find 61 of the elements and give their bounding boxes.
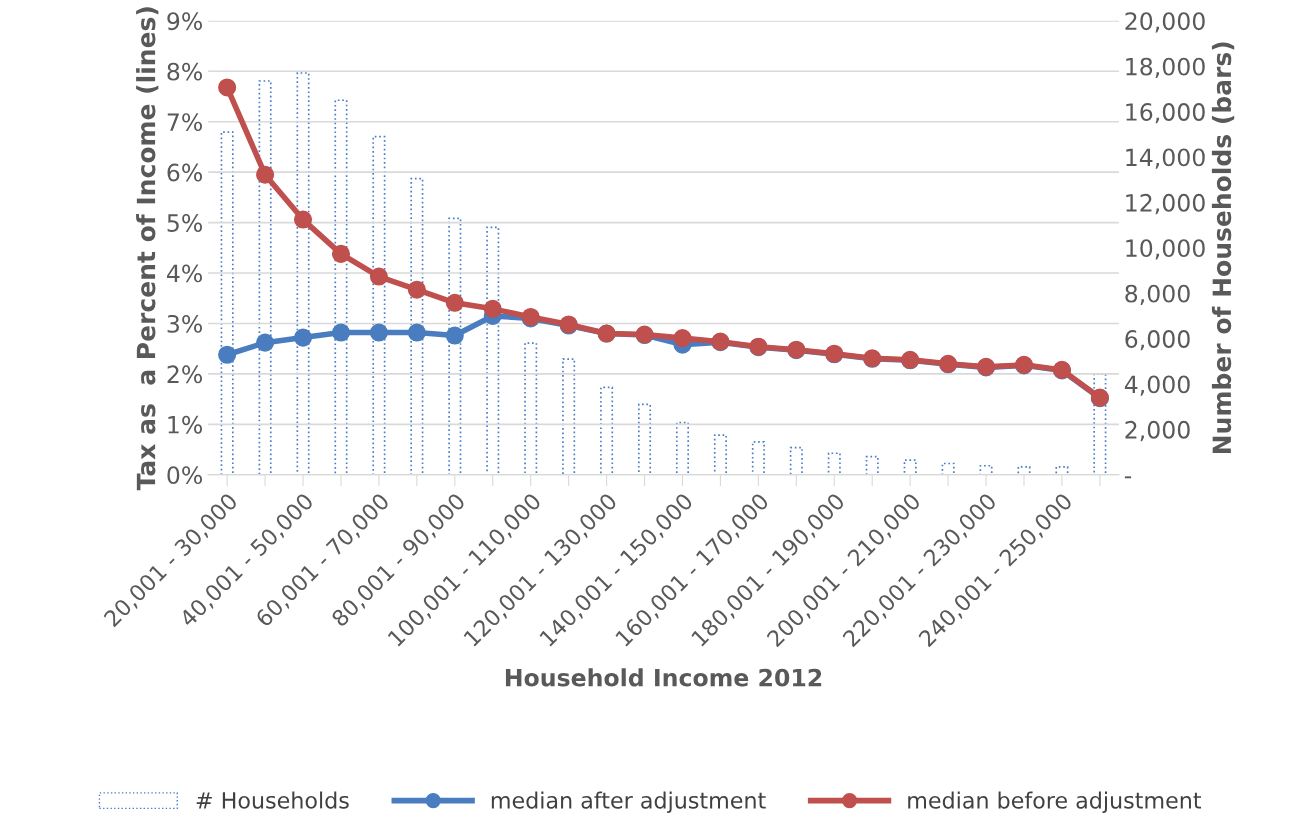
y2-tick-label: 16,000 (1126, 103, 1205, 124)
bar (865, 455, 879, 475)
y-tick-label: 3% (167, 314, 202, 333)
point (256, 165, 275, 184)
y2-tick-label: 2,000 (1125, 420, 1190, 442)
bar (827, 452, 841, 475)
y-tick-label: 4% (167, 264, 202, 283)
y-tick-label: 6% (167, 163, 202, 182)
y2-tick-label: 8,000 (1125, 284, 1190, 305)
y-axis-title: Tax as a Percent of Income (lines) (136, 7, 159, 491)
y2-tick-label: 4,000 (1124, 375, 1190, 396)
point (218, 345, 237, 364)
y-tick-label: 2% (167, 365, 202, 384)
bar (524, 342, 538, 475)
point (673, 329, 692, 348)
y2-axis-title: Number of Households (bars) (1211, 42, 1235, 454)
bar (562, 358, 576, 475)
bar (1017, 466, 1031, 475)
point (407, 323, 426, 342)
y2-tick-label: 18,000 (1126, 57, 1205, 78)
legend-label: # Households (196, 791, 349, 809)
y2-tick-label: 10,000 (1126, 239, 1205, 260)
bar (1055, 466, 1069, 475)
bar (941, 462, 955, 475)
point (369, 267, 388, 286)
point (293, 328, 313, 347)
y-tick-label: 0% (167, 466, 202, 485)
bar (789, 446, 803, 475)
y-tick-label: 1% (168, 415, 202, 434)
point (369, 323, 388, 342)
y-tick-label: 9% (167, 12, 202, 31)
point (293, 210, 313, 229)
y2-tick-label: 20,000 (1125, 12, 1205, 33)
legend-label: median after adjustment (491, 791, 766, 813)
point (445, 326, 464, 345)
point (407, 280, 426, 299)
y2-tick-label: 14,000 (1126, 148, 1205, 169)
point (331, 323, 350, 342)
point (218, 78, 237, 97)
bar (751, 441, 765, 475)
point (445, 293, 464, 312)
y-tick-label: 8% (167, 62, 202, 81)
y-tick-label: 5% (167, 214, 202, 232)
bar (675, 421, 690, 475)
y2-tick-label: - (1124, 476, 1132, 479)
point (331, 244, 350, 263)
bar (979, 464, 993, 475)
y2-tick-label: 12,000 (1126, 193, 1205, 215)
bar (600, 386, 614, 475)
bar (296, 72, 310, 475)
bar (713, 434, 727, 475)
y2-tick-label: 6,000 (1125, 330, 1190, 351)
bar (638, 403, 652, 475)
point (483, 299, 502, 318)
legend-label: median before adjustment (908, 791, 1202, 813)
x-axis-title: Household Income 2012 (505, 668, 822, 687)
point (256, 333, 275, 352)
y-tick-label: 7% (167, 113, 202, 132)
bar (258, 80, 272, 475)
bar (903, 459, 917, 475)
bar (220, 131, 234, 475)
